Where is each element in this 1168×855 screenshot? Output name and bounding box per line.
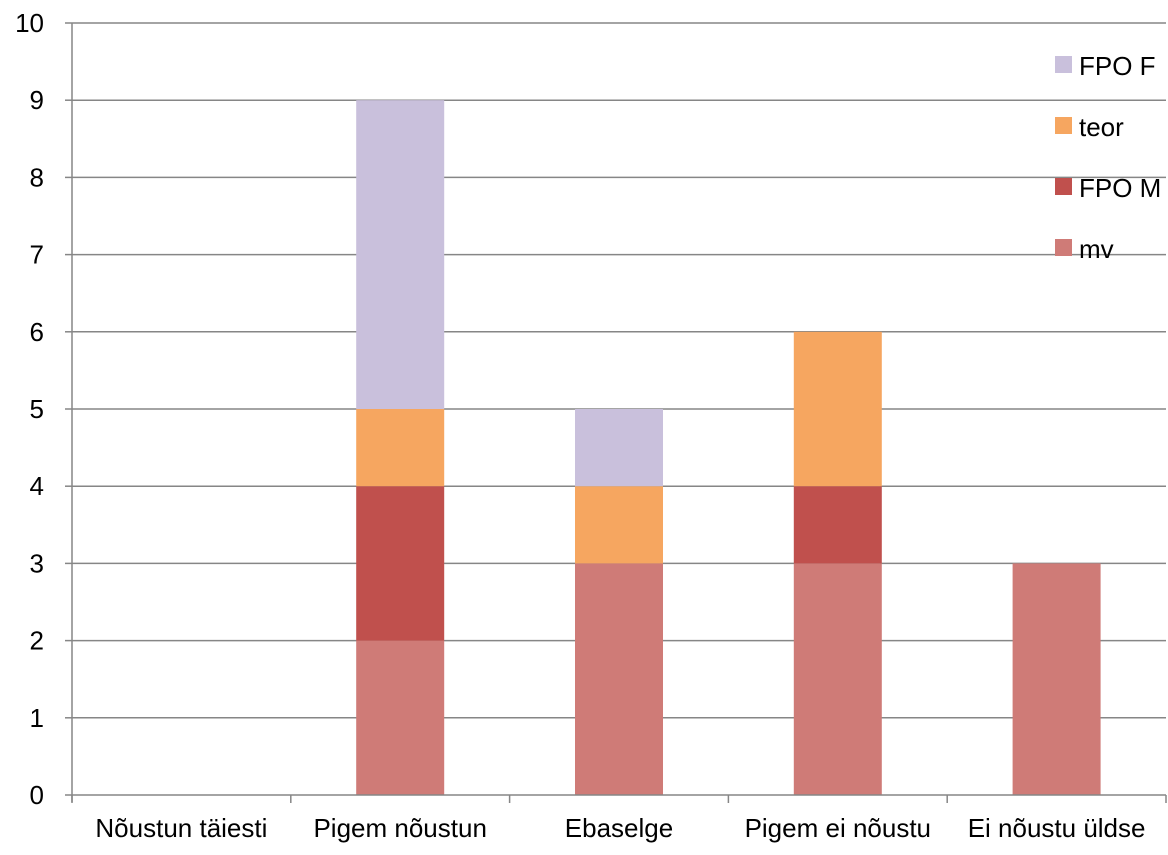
legend-swatch (1055, 178, 1072, 195)
bar-segment-fpo-f (575, 409, 663, 487)
legend: FPO F teor FPO M mv (1055, 51, 1161, 264)
bar-segment-teor (356, 409, 445, 487)
legend-swatch (1055, 239, 1072, 256)
x-tick-label: Nõustun täiesti (95, 813, 267, 843)
legend-label: teor (1079, 112, 1124, 142)
legend-swatch (1055, 117, 1072, 134)
bar-segment-fpo-f (356, 100, 445, 409)
legend-label: FPO F (1079, 51, 1156, 81)
axes (65, 22, 1167, 803)
y-tick-label: 4 (30, 471, 44, 501)
y-tick-label: 2 (30, 626, 44, 656)
x-tick-label: Ei nõustu üldse (968, 813, 1146, 843)
y-tick-label: 1 (30, 703, 44, 733)
bar-segment-mv (793, 563, 882, 795)
x-tick-labels: Nõustun täiesti Pigem nõustun Ebaselge Pige… (95, 813, 1145, 843)
legend-label: mv (1079, 234, 1114, 264)
y-tick-label: 3 (30, 548, 44, 578)
bar-segment-fpo-m (793, 486, 882, 564)
y-tick-label: 8 (30, 162, 44, 192)
y-tick-label: 9 (30, 85, 44, 115)
y-tick-label: 10 (15, 8, 44, 38)
y-tick-label: 0 (30, 780, 44, 810)
legend-label: FPO M (1079, 173, 1161, 203)
bar-segment-fpo-m (356, 486, 445, 641)
bars (356, 100, 1101, 795)
bar-segment-mv (1012, 563, 1101, 795)
x-tick-label: Ebaselge (565, 813, 673, 843)
x-tick-label: Pigem nõustun (313, 813, 486, 843)
x-tick-label: Pigem ei nõustu (745, 813, 931, 843)
bar-segment-mv (356, 640, 445, 795)
y-tick-label: 5 (30, 394, 44, 424)
bar-segment-mv (575, 563, 663, 795)
bar-segment-teor (575, 486, 663, 564)
legend-swatch (1055, 56, 1072, 73)
bar-segment-teor (793, 331, 882, 487)
y-tick-labels: 0 1 2 3 4 5 6 7 8 9 10 (15, 8, 44, 810)
y-tick-label: 6 (30, 317, 44, 347)
y-tick-label: 7 (30, 240, 44, 270)
